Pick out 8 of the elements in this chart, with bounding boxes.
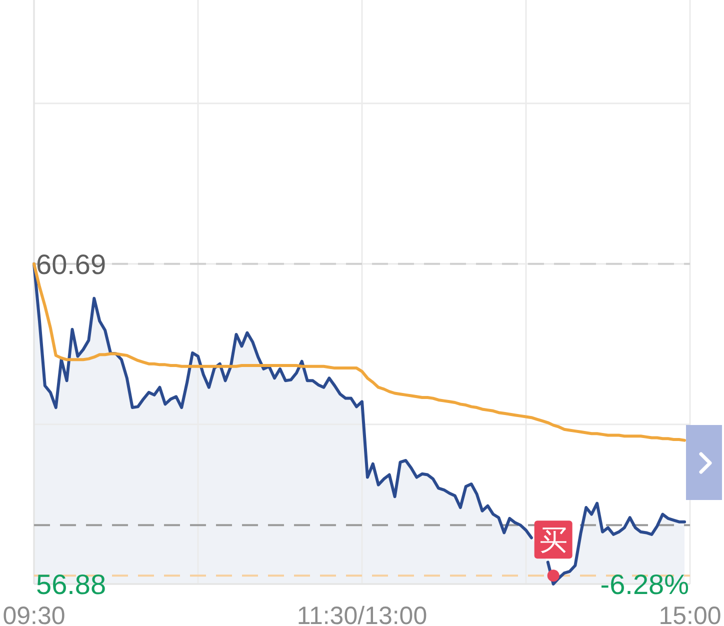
- x-tick-label: 09:30: [2, 602, 66, 626]
- annotation-marker: 买: [534, 520, 572, 559]
- x-tick-label: 11:30/13:00: [296, 602, 428, 626]
- x-tick-label: 15:00: [658, 602, 722, 626]
- annotation: -6.28%: [600, 569, 689, 600]
- y-tick-label: 60.69: [36, 248, 106, 280]
- y-tick-label: 56.88: [36, 569, 106, 600]
- annotation: 买: [539, 524, 568, 556]
